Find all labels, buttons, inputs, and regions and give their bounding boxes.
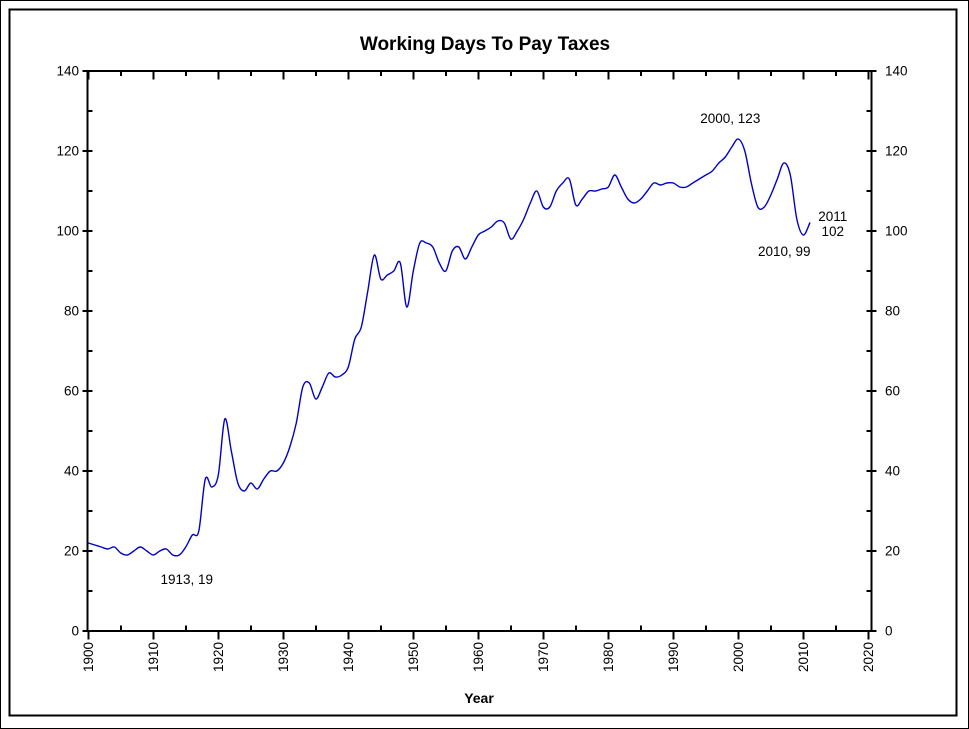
data-annotation: 102 [822, 224, 845, 239]
y-tick-label-right: 60 [885, 384, 900, 399]
y-tick-label-left: 60 [64, 384, 79, 399]
x-axis-title: Year [464, 690, 494, 706]
y-tick-label-right: 120 [885, 144, 908, 159]
y-tick-label-left: 0 [71, 624, 79, 639]
x-tick-label: 1970 [536, 642, 551, 672]
x-tick-label: 2010 [796, 642, 811, 672]
data-annotation: 2011 [818, 209, 847, 224]
y-tick-label-left: 80 [64, 304, 79, 319]
x-tick-label: 1950 [406, 642, 421, 672]
y-tick-label-right: 80 [885, 304, 900, 319]
data-line-working-days-to-pay-taxes [87, 138, 811, 557]
y-tick-label-right: 20 [885, 544, 900, 559]
y-tick-label-right: 140 [885, 64, 908, 79]
y-tick-label-right: 40 [885, 464, 900, 479]
x-tick-label: 1910 [146, 642, 161, 672]
y-tick-label-left: 140 [56, 64, 79, 79]
data-annotation: 2010, 99 [758, 244, 811, 259]
y-tick-label-left: 20 [64, 544, 79, 559]
y-tick-label-left: 120 [56, 144, 79, 159]
y-tick-label-left: 100 [56, 224, 79, 239]
y-tick-label-right: 100 [885, 224, 908, 239]
x-tick-label: 1930 [276, 642, 291, 672]
x-tick-label: 1980 [601, 642, 616, 672]
chart-title: Working Days To Pay Taxes [360, 34, 610, 55]
chart-inner-frame [8, 8, 958, 717]
x-tick-label: 1940 [341, 642, 356, 672]
x-tick-label: 2020 [861, 642, 876, 672]
data-annotation: 2000, 123 [700, 111, 760, 126]
x-tick-label: 1920 [211, 642, 226, 672]
plot-frame [86, 70, 873, 632]
data-annotation: 1913, 19 [161, 572, 214, 587]
x-tick-label: 1900 [81, 642, 96, 672]
y-tick-label-right: 0 [885, 624, 893, 639]
x-tick-label: 1990 [666, 642, 681, 672]
y-tick-label-left: 40 [64, 464, 79, 479]
x-tick-label: 2000 [731, 642, 746, 672]
plot-area: 1900 1910 1920 1930 1940 1950 1960 1970 1980 1990… [56, 64, 907, 673]
x-tick-label: 1960 [471, 642, 486, 672]
